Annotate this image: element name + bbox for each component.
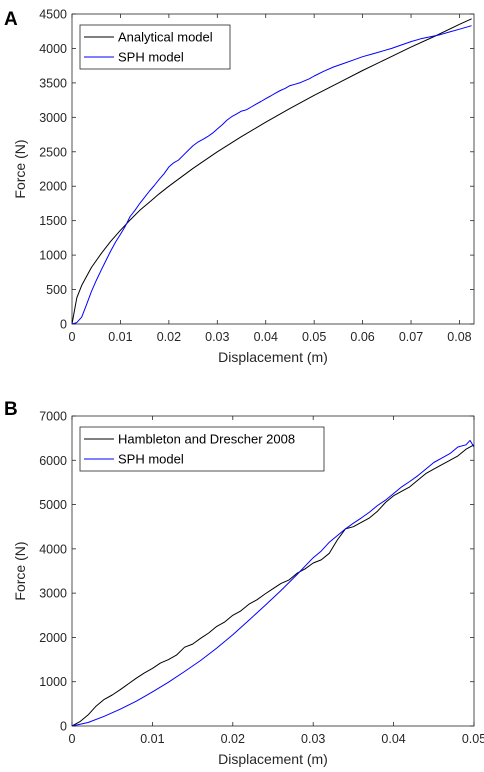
y-tick-label: 3500 [39, 76, 67, 90]
x-tick-label: 0.04 [381, 732, 405, 746]
series-line-reference [72, 18, 472, 324]
x-tick-label: 0.05 [462, 732, 484, 746]
y-axis-title: Force (N) [12, 139, 28, 198]
panel-b-letter: B [4, 399, 18, 420]
legend-label: SPH model [118, 50, 184, 65]
x-tick-label: 0.01 [108, 330, 132, 344]
legend-label: Analytical model [118, 30, 213, 45]
panel-a-letter: A [4, 9, 18, 30]
x-tick-label: 0 [69, 330, 76, 344]
y-tick-label: 0 [60, 318, 67, 332]
series-line-reference [72, 444, 474, 726]
x-tick-label: 0.07 [399, 330, 423, 344]
y-tick-label: 1500 [39, 214, 67, 228]
legend-box [79, 426, 325, 472]
y-tick-label: 1000 [39, 675, 67, 689]
legend-box [79, 24, 231, 70]
y-tick-label: 3000 [39, 587, 67, 601]
y-tick-label: 6000 [39, 454, 67, 468]
legend-label: SPH model [118, 452, 184, 467]
series-line-sph [72, 439, 474, 726]
y-tick-label: 4000 [39, 542, 67, 556]
y-tick-label: 2000 [39, 631, 67, 645]
x-tick-label: 0.03 [301, 732, 325, 746]
y-axis-title: Force (N) [12, 541, 28, 600]
x-tick-label: 0.02 [157, 330, 181, 344]
y-tick-label: 5000 [39, 498, 67, 512]
y-tick-label: 4000 [39, 42, 67, 56]
x-axis-title: Displacement (m) [218, 349, 328, 365]
legend: Analytical model SPH model [79, 24, 231, 70]
x-tick-label: 0.03 [205, 330, 229, 344]
y-tick-label: 2000 [39, 180, 67, 194]
y-tick-label: 4500 [39, 8, 67, 22]
x-tick-label: 0.02 [221, 732, 245, 746]
legend: Hambleton and Drescher 2008 SPH model [79, 426, 325, 472]
panel-b-plot: 0 0.01 0.02 0.03 0.04 0.05 0 1000 2000 3000 4000 50… [12, 410, 484, 768]
panel-a-plot: 0 0.01 0.02 0.03 0.04 0.05 0.06 0.07 0.08 0 500 100… [12, 8, 475, 365]
y-tick-label: 500 [46, 283, 67, 297]
y-tick-label: 7000 [39, 410, 67, 424]
x-tick-label: 0 [69, 732, 76, 746]
x-tick-label: 0.06 [350, 330, 374, 344]
y-tick-label: 0 [60, 720, 67, 734]
x-tick-label: 0.04 [254, 330, 278, 344]
y-tick-label: 2500 [39, 145, 67, 159]
x-axis-title: Displacement (m) [218, 751, 328, 767]
y-tick-label: 1000 [39, 249, 67, 263]
y-tick-label: 3000 [39, 111, 67, 125]
legend-label: Hambleton and Drescher 2008 [118, 432, 295, 447]
x-tick-label: 0.08 [447, 330, 471, 344]
x-tick-label: 0.01 [140, 732, 164, 746]
x-tick-label: 0.05 [302, 330, 326, 344]
series-line-sph [72, 25, 472, 324]
